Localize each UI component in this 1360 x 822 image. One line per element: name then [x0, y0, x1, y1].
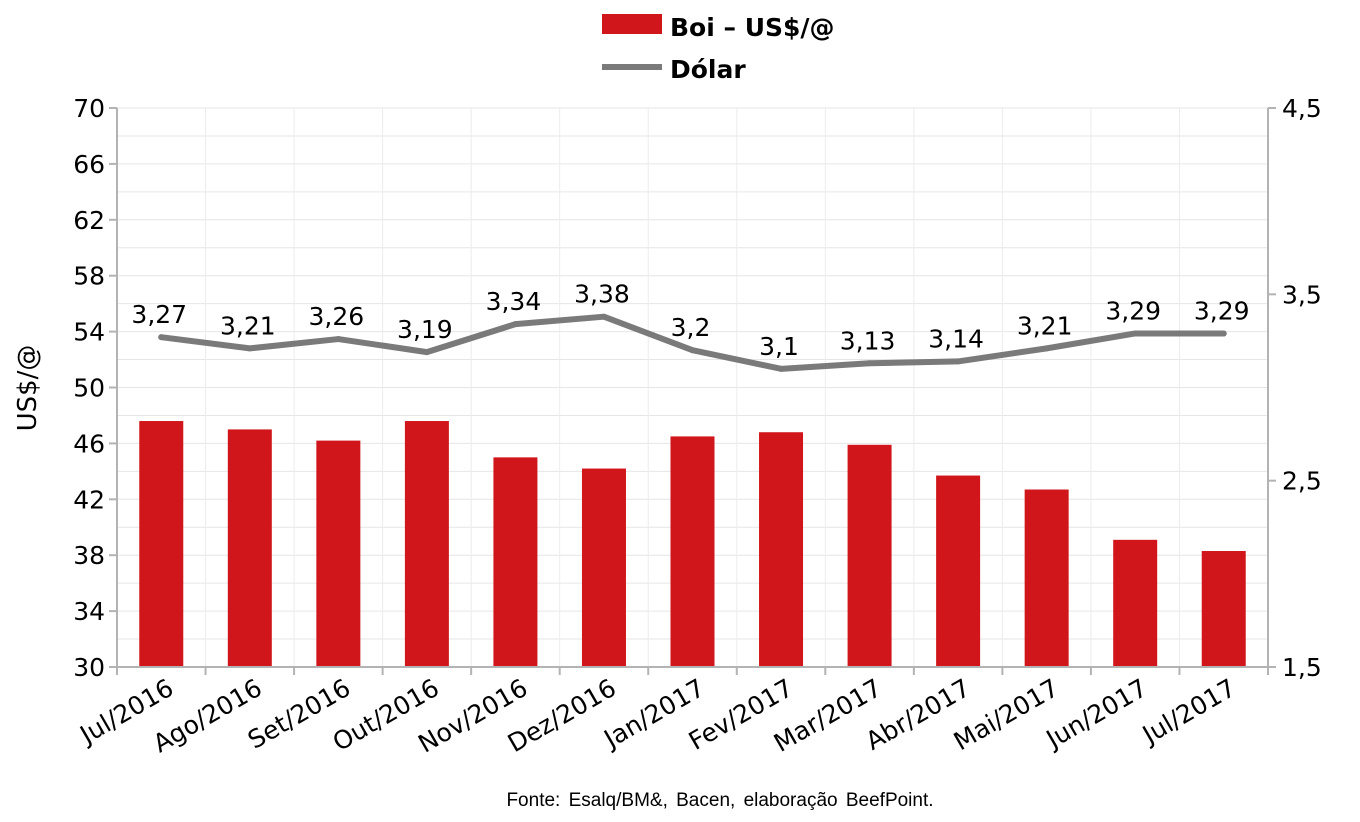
y-tick-label: 38	[73, 541, 105, 570]
bar-series	[139, 421, 1246, 667]
line-series	[158, 313, 1227, 372]
y-tick-label: 62	[73, 206, 105, 235]
y2-tick-label: 2,5	[1282, 467, 1322, 496]
grid-lines	[116, 107, 1269, 668]
bar	[1201, 551, 1246, 667]
y-tick-label: 34	[73, 597, 105, 626]
data-label: 3,21	[1017, 311, 1073, 340]
line-point	[335, 336, 342, 343]
data-label: 3,27	[131, 300, 187, 329]
y2-tick-label: 1,5	[1282, 653, 1322, 682]
line-point	[1043, 345, 1050, 352]
y-axis-title: US$/@	[13, 345, 43, 432]
line-point	[1132, 330, 1139, 337]
bar	[316, 440, 361, 667]
data-label: 3,34	[486, 287, 542, 316]
y-tick-label: 46	[73, 429, 105, 458]
line-point	[689, 347, 696, 354]
y-tick-label: 54	[73, 318, 105, 347]
legend-label-dolar: Dólar	[670, 55, 746, 84]
data-label: 3,26	[309, 302, 365, 331]
legend-label-boi: Boi – US$/@	[670, 13, 835, 42]
left-axis-ticks: 30 34 38 42 46 50 54 58 62 66 70	[73, 94, 117, 682]
data-label: 3,13	[840, 326, 896, 355]
y-tick-label: 70	[73, 94, 105, 123]
line-point	[955, 358, 962, 365]
line-point	[1220, 330, 1227, 337]
right-axis-ticks: 1,5 2,5 3,5 4,5	[1268, 94, 1322, 682]
y-tick-label: 66	[73, 150, 105, 179]
bar	[936, 475, 981, 667]
y2-tick-label: 4,5	[1282, 94, 1322, 123]
line-data-labels: 3,27 3,21 3,26 3,19 3,34 3,38 3,2 3,1 3,13 3,14 3,…	[131, 280, 1249, 361]
bar	[1113, 539, 1158, 667]
line-point	[423, 349, 430, 356]
x-tick-label: Jul/2017	[1136, 673, 1241, 750]
data-label: 3,14	[928, 324, 984, 353]
legend-swatch-boi	[602, 14, 662, 34]
bar	[404, 421, 449, 667]
bar	[493, 457, 538, 667]
bar	[759, 432, 804, 667]
data-label: 3,1	[759, 332, 799, 361]
bar	[847, 444, 892, 667]
line-point	[246, 345, 253, 352]
y-tick-label: 30	[73, 653, 105, 682]
line-point	[600, 313, 607, 320]
bar	[670, 436, 715, 667]
data-label: 3,38	[574, 280, 630, 309]
y-tick-label: 42	[73, 485, 105, 514]
data-label: 3,29	[1105, 296, 1161, 325]
data-label: 3,21	[220, 311, 276, 340]
y-tick-label: 50	[73, 374, 105, 403]
bar	[581, 468, 626, 667]
line-point	[866, 360, 873, 367]
bar	[139, 421, 184, 667]
legend: Boi – US$/@ Dólar	[602, 13, 835, 84]
y2-tick-label: 3,5	[1282, 280, 1322, 309]
y-tick-label: 58	[73, 262, 105, 291]
data-label: 3,19	[397, 315, 453, 344]
data-label: 3,29	[1194, 296, 1250, 325]
x-axis-ticks: Jul/2016Ago/2016Set/2016Out/2016Nov/2016…	[74, 673, 1241, 759]
combo-chart: 30 34 38 42 46 50 54 58 62 66 70 1,5 2,5 3,5 4,5 Jul/…	[13, 13, 1322, 759]
x-tick-label: Jun/2017	[1040, 673, 1152, 755]
line-point	[512, 321, 519, 328]
data-label: 3,2	[671, 313, 711, 342]
bar	[227, 429, 272, 667]
line-point	[778, 365, 785, 372]
line-point	[158, 334, 165, 341]
bar	[1024, 489, 1069, 667]
source-note: Fonte: Esalq/BM&, Bacen, elaboração Beef…	[506, 790, 934, 811]
